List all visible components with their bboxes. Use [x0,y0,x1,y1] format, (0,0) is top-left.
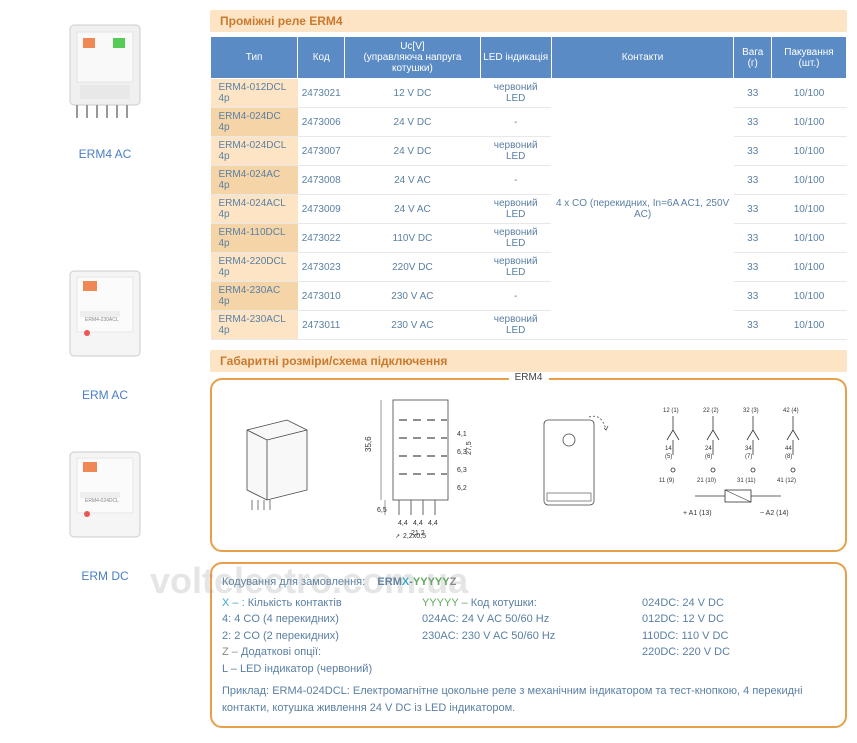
dims-side-view [534,405,614,525]
svg-text:(6): (6) [705,454,712,460]
svg-text:42 (4): 42 (4) [783,408,799,414]
svg-text:12 (1): 12 (1) [663,408,679,414]
table-row: ERM4-024DCL 4p247300724 V DCчервоний LED… [211,137,847,166]
wiring-schematic: 12 (1) 22 (2) 32 (3) 42 (4) 14 (5) 24 (6) [655,400,825,530]
table-header: LED індикація [480,37,551,79]
ordering-panel: Кодування для замовлення: ERMX-YYYYYZ X … [210,562,847,728]
table-row: ERM4-230ACL 4p2473011230 V ACчервоний LE… [211,311,847,340]
svg-text:31 (11): 31 (11) [737,478,756,484]
svg-text:21 (10): 21 (10) [697,478,716,484]
svg-text:34: 34 [745,446,752,452]
relay-image-erm-dc: ERM4-024DCL [45,432,165,562]
svg-text:~ A2 (14): ~ A2 (14) [760,510,789,517]
svg-text:+ A1 (13): + A1 (13) [683,510,712,517]
product-box-erm-ac: ERM4-230ACL ERM AC [10,251,200,402]
relay-image-erm4-ac [45,10,165,140]
table-header: Контакти [551,37,734,79]
dims-iso-view [232,405,322,525]
table-row: ERM4-024DC 4p247300624 V DC-3310/100 [211,108,847,137]
ordering-header-label: Кодування для замовлення: [222,576,365,588]
svg-text:4,1: 4,1 [457,431,467,438]
table-header: Пакування (шт.) [771,37,846,79]
table-row: ERM4-012DCL 4p247302112 V DCчервоний LED… [211,79,847,108]
product-box-erm4-ac: ERM4 AC [10,10,200,161]
svg-text:6,2: 6,2 [457,485,467,492]
table-row: ERM4-230AC 4p2473010230 V AC-3310/100 [211,282,847,311]
product-label-erm-ac: ERM AC [10,388,200,402]
svg-text:11 (9): 11 (9) [659,478,674,484]
svg-text:ERM4-024DCL: ERM4-024DCL [85,498,119,504]
table-header: Тип [211,37,298,79]
svg-text:6,3: 6,3 [457,467,467,474]
svg-text:↗: ↗ [395,534,400,540]
svg-text:41 (12): 41 (12) [777,478,796,484]
product-box-erm-dc: ERM4-024DCL ERM DC [10,432,200,583]
svg-text:4,4: 4,4 [398,520,408,527]
svg-text:6,5: 6,5 [377,507,387,514]
table-header: Вага (г) [734,37,772,79]
svg-text:44: 44 [785,446,792,452]
svg-text:ERM4-230ACL: ERM4-230ACL [85,317,119,323]
table-section-header: Проміжні реле ERM4 [210,10,847,32]
dimensions-panel: ERM4 [210,378,847,552]
dims-model-label: ERM4 [509,372,549,383]
dims-section-header: Габаритні розміри/схема підключення [210,350,847,372]
svg-text:35,6: 35,6 [364,436,373,452]
svg-text:(8): (8) [785,454,792,460]
svg-text:(7): (7) [745,454,752,460]
dims-front-view: 35,6 6,5 6,2 6,3 6,3 4,1 27,5 4,4 4,4 4,… [363,390,493,540]
table-row: ERM4-220DCL 4p2473023220V DCчервоний LED… [211,253,847,282]
svg-text:32 (3): 32 (3) [743,408,759,414]
table-header: Uc[V](управляюча напруга котушки) [345,37,480,79]
relay-image-erm-ac: ERM4-230ACL [45,251,165,381]
table-header: Код [298,37,345,79]
table-row: ERM4-110DCL 4p2473022110V DCчервоний LED… [211,224,847,253]
product-label-erm-dc: ERM DC [10,569,200,583]
svg-text:27,5: 27,5 [466,441,473,455]
svg-text:(5): (5) [665,454,672,460]
product-image-column: ERM4 AC ERM4-230ACL ERM AC ERM4-024DCL [10,10,200,728]
relay-data-table: ТипКодUc[V](управляюча напруга котушки)L… [210,36,847,340]
svg-text:24: 24 [705,446,712,452]
svg-text:4,4: 4,4 [428,520,438,527]
svg-text:2,2x0,5: 2,2x0,5 [403,533,426,540]
svg-text:22 (2): 22 (2) [703,408,719,414]
data-column: Проміжні реле ERM4 ТипКодUc[V](управляюч… [210,10,847,728]
svg-text:14: 14 [665,446,672,452]
table-row: ERM4-024ACL 4p247300924 V ACчервоний LED… [211,195,847,224]
svg-text:4,4: 4,4 [413,520,423,527]
product-label-erm4-ac: ERM4 AC [10,147,200,161]
table-row: ERM4-024AC 4p247300824 V AC-3310/100 [211,166,847,195]
